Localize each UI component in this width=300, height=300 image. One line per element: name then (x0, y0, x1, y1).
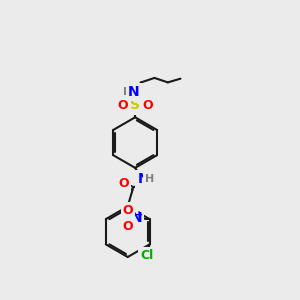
Text: O: O (142, 99, 153, 112)
Text: O: O (123, 220, 134, 233)
Text: O: O (118, 177, 129, 190)
Text: Cl: Cl (140, 249, 153, 262)
Text: N: N (128, 85, 140, 99)
Text: N: N (137, 172, 149, 186)
Text: N: N (130, 212, 142, 225)
Text: O: O (123, 204, 134, 218)
Text: S: S (130, 98, 140, 112)
Text: H: H (145, 174, 154, 184)
Text: H: H (123, 87, 132, 97)
Text: O: O (117, 99, 128, 112)
Text: +: + (135, 210, 143, 220)
